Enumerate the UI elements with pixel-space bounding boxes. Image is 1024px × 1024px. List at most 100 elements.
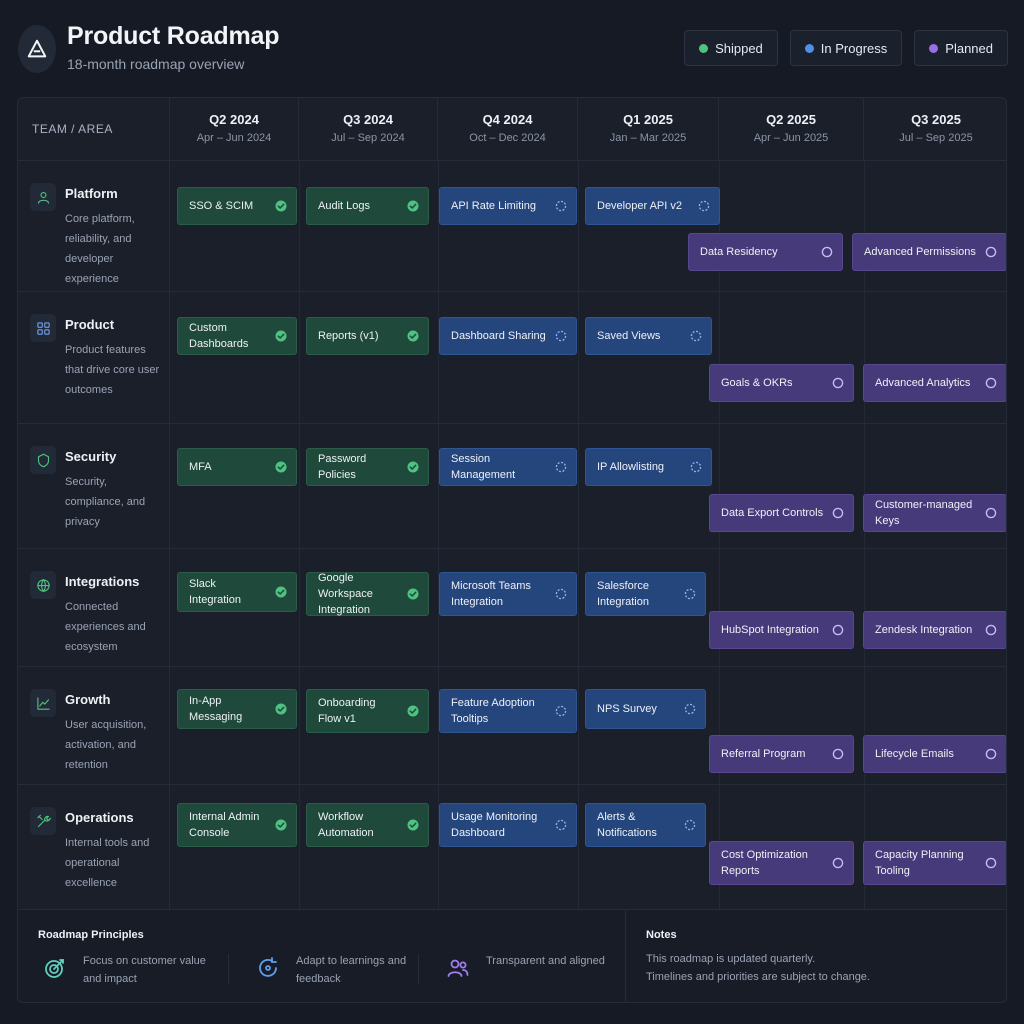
- planned-ring-icon: [832, 857, 844, 869]
- legend-label: Shipped: [715, 40, 763, 56]
- roadmap-card[interactable]: Advanced Analytics: [863, 364, 1006, 402]
- planned-ring-icon: [985, 748, 997, 760]
- principle-divider: [418, 954, 419, 984]
- card-label: Zendesk Integration: [875, 624, 973, 636]
- card-label: Saved Views: [597, 330, 661, 342]
- roadmap-card[interactable]: Google Workspace Integration: [306, 572, 429, 616]
- team-cell: Product Product features that drive core …: [18, 292, 170, 423]
- roadmap-card[interactable]: Usage Monitoring Dashboard: [439, 803, 577, 847]
- principle-text: Focus on customer value and impact: [83, 955, 206, 985]
- roadmap-card[interactable]: Alerts & Notifications: [585, 803, 706, 847]
- progress-ring-icon: [684, 703, 696, 715]
- card-label: Slack Integration: [189, 578, 241, 606]
- roadmap-card[interactable]: Feature Adoption Tooltips: [439, 689, 577, 733]
- card-label: Advanced Permissions: [864, 246, 976, 258]
- roadmap-card[interactable]: Workflow Automation: [306, 803, 429, 847]
- card-label: API Rate Limiting: [451, 200, 536, 212]
- globe-icon: [36, 578, 50, 592]
- team-cell: Integrations Connected experiences and ec…: [18, 549, 170, 666]
- check-circle-icon: [275, 330, 287, 342]
- roadmap-card[interactable]: Advanced Permissions: [852, 233, 1006, 271]
- roadmap-card[interactable]: Reports (v1): [306, 317, 429, 355]
- roadmap-card[interactable]: Customer-managed Keys: [863, 494, 1006, 532]
- team-cell: Platform Core platform, reliability, and …: [18, 161, 170, 291]
- roadmap-card[interactable]: Data Residency: [688, 233, 843, 271]
- roadmap-card[interactable]: Slack Integration: [177, 572, 297, 612]
- card-label: Google Workspace Integration: [318, 572, 373, 616]
- roadmap-card[interactable]: Cost Optimization Reports: [709, 841, 854, 885]
- triangle-logo-icon: [27, 39, 47, 58]
- roadmap-card[interactable]: Referral Program: [709, 735, 854, 773]
- team-icon-box: [30, 446, 56, 474]
- card-label: HubSpot Integration: [721, 624, 819, 636]
- card-label: Usage Monitoring Dashboard: [451, 811, 538, 839]
- roadmap-card[interactable]: In-App Messaging: [177, 689, 297, 729]
- roadmap-card[interactable]: Audit Logs: [306, 187, 429, 225]
- team-description: Security, compliance, and privacy: [65, 476, 146, 528]
- team-name: Operations: [65, 810, 134, 825]
- roadmap-card[interactable]: Capacity Planning Tooling: [863, 841, 1006, 885]
- progress-ring-icon: [684, 588, 696, 600]
- roadmap-card[interactable]: SSO & SCIM: [177, 187, 297, 225]
- team-name: Platform: [65, 186, 118, 201]
- target-icon: [45, 959, 64, 978]
- shield-icon: [37, 453, 49, 467]
- roadmap-card[interactable]: Lifecycle Emails: [863, 735, 1006, 773]
- roadmap-card[interactable]: Saved Views: [585, 317, 712, 355]
- roadmap-card[interactable]: MFA: [177, 448, 297, 486]
- roadmap-card[interactable]: Dashboard Sharing: [439, 317, 577, 355]
- roadmap-card[interactable]: Salesforce Integration: [585, 572, 706, 616]
- roadmap-card[interactable]: Data Export Controls: [709, 494, 854, 532]
- roadmap-card[interactable]: Password Policies: [306, 448, 429, 486]
- roadmap-card[interactable]: Internal Admin Console: [177, 803, 297, 847]
- planned-ring-icon: [985, 857, 997, 869]
- team-icon-box: [30, 314, 56, 342]
- check-circle-icon: [275, 586, 287, 598]
- team-name: Growth: [65, 692, 111, 707]
- quarter-label: Q2 2024: [209, 112, 259, 127]
- notes-divider: [625, 910, 626, 1002]
- team-cell: Security Security, compliance, and privac…: [18, 424, 170, 548]
- check-circle-icon: [407, 819, 419, 831]
- column-divider: [864, 161, 865, 909]
- quarter-label: Q3 2025: [911, 112, 961, 127]
- quarter-range: Jul – Sep 2025: [899, 132, 973, 144]
- roadmap-card[interactable]: Onboarding Flow v1: [306, 689, 429, 733]
- quarter-label: Q4 2024: [482, 112, 533, 127]
- roadmap-card[interactable]: IP Allowlisting: [585, 448, 712, 486]
- principle-divider: [228, 954, 229, 984]
- card-label: IP Allowlisting: [597, 461, 665, 473]
- card-label: Internal Admin Console: [189, 811, 260, 839]
- team-description: Product features that drive core user ou…: [65, 344, 160, 396]
- legend-in-progress: In Progress: [789, 30, 903, 66]
- roadmap-card[interactable]: NPS Survey: [585, 689, 706, 729]
- card-label: Goals & OKRs: [721, 377, 793, 389]
- page-subtitle: 18-month roadmap overview: [67, 56, 245, 72]
- roadmap-card[interactable]: HubSpot Integration: [709, 611, 854, 649]
- roadmap-card[interactable]: Custom Dashboards: [177, 317, 297, 355]
- notes-line: This roadmap is updated quarterly.: [646, 953, 816, 965]
- quarter-range: Oct – Dec 2024: [469, 132, 546, 144]
- team-name: Integrations: [65, 574, 140, 589]
- team-row-growth: Growth User acquisition, activation, and …: [18, 667, 1006, 785]
- user-icon: [37, 191, 49, 204]
- roadmap-card[interactable]: Zendesk Integration: [863, 611, 1006, 649]
- legend-planned: Planned: [914, 30, 1008, 66]
- card-label: Session Management: [451, 453, 516, 481]
- card-label: Microsoft Teams Integration: [451, 580, 531, 608]
- in-progress-dot-icon: [804, 43, 814, 53]
- card-label: NPS Survey: [597, 703, 657, 715]
- roadmap-card[interactable]: Microsoft Teams Integration: [439, 572, 577, 616]
- card-label: Referral Program: [721, 748, 806, 760]
- check-circle-icon: [275, 461, 287, 473]
- progress-ring-icon: [690, 330, 702, 342]
- principle-text: Transparent and aligned: [486, 955, 605, 967]
- roadmap-card[interactable]: Goals & OKRs: [709, 364, 854, 402]
- team-cell: Operations Internal tools and operational…: [18, 785, 170, 909]
- roadmap-card[interactable]: API Rate Limiting: [439, 187, 577, 225]
- quarter-range: Jan – Mar 2025: [609, 132, 687, 144]
- roadmap-card[interactable]: Session Management: [439, 448, 577, 486]
- legend-label: Planned: [945, 40, 993, 56]
- check-circle-icon: [407, 200, 419, 212]
- roadmap-card[interactable]: Developer API v2: [585, 187, 720, 225]
